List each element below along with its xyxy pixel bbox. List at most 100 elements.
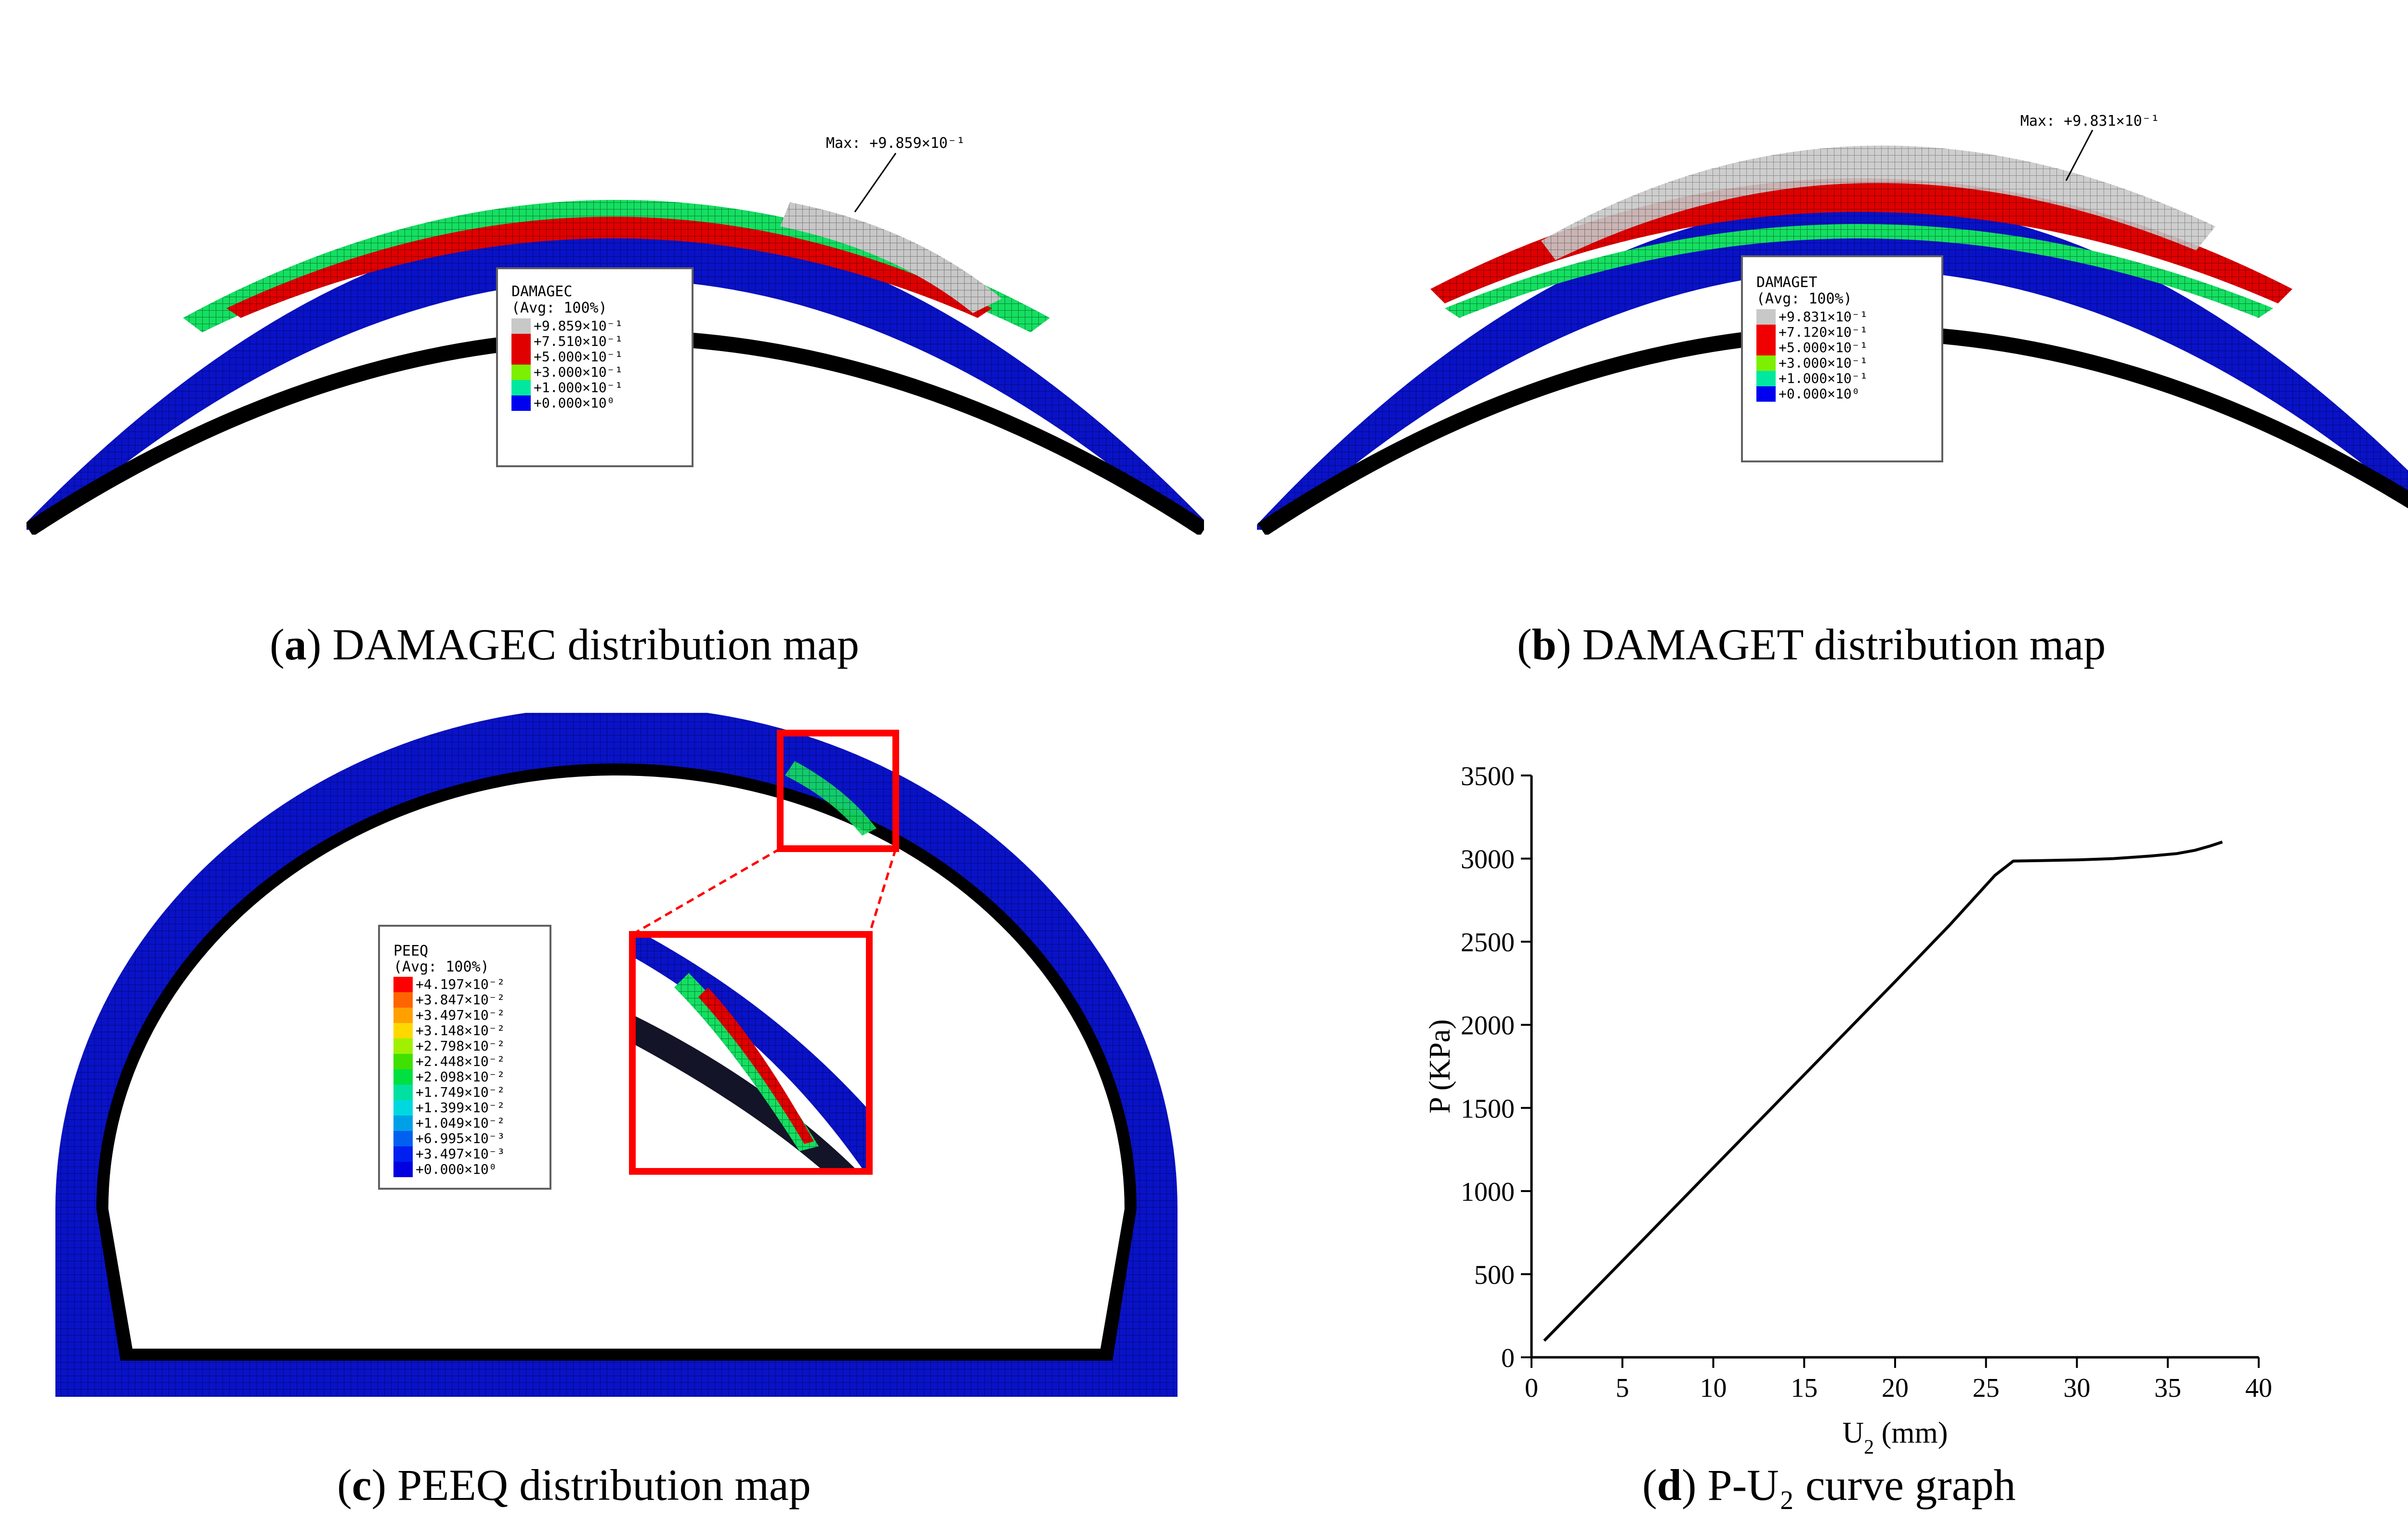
caption-d: (d) P-U₂ curve graph — [1642, 1460, 2016, 1510]
panel-c-callout-line-1 — [631, 847, 781, 936]
legend-entry: +4.197×10⁻² — [393, 977, 550, 992]
legend-swatch — [1756, 309, 1776, 325]
legend-swatch — [393, 1069, 413, 1085]
legend-swatch — [1756, 325, 1776, 340]
legend-label: +7.510×10⁻¹ — [534, 333, 623, 349]
panel-a-legend-entries: +9.859×10⁻¹ +7.510×10⁻¹ +5.000×10⁻¹ +3.000×… — [511, 318, 692, 411]
legend-swatch — [1756, 355, 1776, 371]
panel-a-gray-zone — [780, 202, 1002, 313]
legend-entry: +1.399×10⁻² — [393, 1100, 550, 1116]
y-tick-label: 1500 — [1461, 1094, 1515, 1124]
chart-x-label: U2 (mm) — [1842, 1417, 1948, 1458]
legend-swatch — [1756, 371, 1776, 386]
x-tick-label: 10 — [1700, 1373, 1727, 1403]
caption-a: (a) DAMAGEC distribution map — [270, 620, 860, 669]
caption-b: (b) DAMAGET distribution map — [1517, 620, 2106, 669]
y-tick-label: 3500 — [1461, 761, 1515, 791]
chart-y-ticks: 0 500 1000 1500 2000 2500 3000 3500 — [1461, 761, 1531, 1373]
legend-entry: +3.000×10⁻¹ — [511, 365, 692, 380]
legend-label: +0.000×10⁰ — [416, 1161, 497, 1177]
y-tick-label: 2000 — [1461, 1011, 1515, 1041]
panel-b-green-zone — [1445, 224, 2273, 318]
legend-entry: +1.000×10⁻¹ — [511, 380, 692, 395]
legend-entry: +3.497×10⁻² — [393, 1008, 550, 1023]
legend-label: +3.497×10⁻³ — [416, 1146, 505, 1162]
panel-a-max-leader — [854, 153, 897, 212]
x-tick-label: 15 — [1791, 1373, 1818, 1403]
legend-entry: +3.148×10⁻² — [393, 1023, 550, 1038]
y-tick-label: 500 — [1474, 1260, 1515, 1290]
legend-swatch — [511, 349, 531, 365]
legend-swatch — [393, 977, 413, 992]
legend-label: +3.497×10⁻² — [416, 1007, 505, 1023]
panel-b-max-leader — [2065, 130, 2094, 181]
legend-entry: +2.798×10⁻² — [393, 1038, 550, 1054]
x-tick-label: 5 — [1616, 1373, 1629, 1403]
legend-entry: +3.497×10⁻³ — [393, 1146, 550, 1162]
panel-c-callout-box — [777, 730, 899, 852]
panel-c-legend-entries: +4.197×10⁻² +3.847×10⁻² +3.497×10⁻² +3.148×… — [393, 977, 550, 1177]
legend-entry: +7.510×10⁻¹ — [511, 334, 692, 349]
panel-c-legend: PEEQ (Avg: 100%) +4.197×10⁻² +3.847×10⁻² +… — [378, 925, 551, 1190]
legend-label: +5.000×10⁻¹ — [1779, 340, 1868, 355]
legend-label: +5.000×10⁻¹ — [534, 349, 623, 365]
legend-swatch — [393, 1162, 413, 1177]
legend-label: +6.995×10⁻³ — [416, 1130, 505, 1146]
legend-entry: +0.000×10⁰ — [393, 1162, 550, 1177]
legend-swatch — [1756, 340, 1776, 355]
legend-label: +1.749×10⁻² — [416, 1084, 505, 1100]
panel-b-legend-entries: +9.831×10⁻¹ +7.120×10⁻¹ +5.000×10⁻¹ +3.000×… — [1756, 309, 1941, 402]
legend-swatch — [393, 1008, 413, 1023]
legend-entry: +0.000×10⁰ — [1756, 386, 1941, 402]
panel-c-callout-line-2 — [868, 848, 897, 935]
legend-label: +3.000×10⁻¹ — [1779, 355, 1868, 371]
legend-entry: +3.847×10⁻² — [393, 992, 550, 1008]
legend-label: +2.798×10⁻² — [416, 1038, 505, 1054]
x-tick-label: 40 — [2245, 1373, 2272, 1403]
chart-y-label: P (KPa) — [1424, 1019, 1456, 1114]
panel-a-legend: DAMAGEC (Avg: 100%) +9.859×10⁻¹ +7.510×10… — [496, 267, 694, 467]
panel-c-legend-avg: (Avg: 100%) — [393, 958, 489, 975]
legend-swatch — [393, 1038, 413, 1054]
legend-entry: +3.000×10⁻¹ — [1756, 355, 1941, 371]
legend-label: +3.148×10⁻² — [416, 1023, 505, 1038]
y-tick-label: 3000 — [1461, 845, 1515, 875]
legend-label: +3.847×10⁻² — [416, 992, 505, 1008]
panel-b-legend: DAMAGET (Avg: 100%) +9.831×10⁻¹ +7.120×10… — [1741, 255, 1943, 462]
chart-series-line — [1543, 840, 2223, 1342]
legend-entry: +2.448×10⁻² — [393, 1054, 550, 1069]
legend-entry: +9.831×10⁻¹ — [1756, 309, 1941, 325]
chart-x-ticks: 0 5 10 15 20 25 30 35 40 — [1525, 1357, 2272, 1403]
x-tick-label: 0 — [1525, 1373, 1538, 1403]
legend-label: +1.049×10⁻² — [416, 1115, 505, 1131]
legend-entry: +6.995×10⁻³ — [393, 1131, 550, 1146]
legend-entry: +5.000×10⁻¹ — [1756, 340, 1941, 355]
legend-swatch — [393, 1023, 413, 1038]
caption-c: (c) PEEQ distribution map — [337, 1460, 811, 1510]
legend-label: +1.399×10⁻² — [416, 1100, 505, 1116]
legend-entry: +5.000×10⁻¹ — [511, 349, 692, 365]
panel-b-lining — [1257, 202, 2408, 530]
panel-a-legend-title: DAMAGEC — [511, 283, 573, 300]
legend-swatch — [393, 1054, 413, 1069]
legend-label: +4.197×10⁻² — [416, 976, 505, 992]
panel-a-lining — [26, 219, 1204, 530]
panel-b-max-label: Max: +9.831×10⁻¹ — [2020, 113, 2159, 130]
legend-swatch — [393, 1131, 413, 1146]
panel-c-hotspot — [785, 761, 877, 836]
legend-label: +2.448×10⁻² — [416, 1053, 505, 1069]
panel-c-opening-inner — [108, 775, 1125, 1349]
legend-label: +1.000×10⁻¹ — [1779, 370, 1868, 386]
x-tick-label: 20 — [1882, 1373, 1909, 1403]
panel-a-contour — [26, 200, 1204, 535]
y-tick-label: 2500 — [1461, 928, 1515, 958]
panel-c-zoom-frame — [629, 931, 873, 1175]
panel-a-max-label: Max: +9.859×10⁻¹ — [826, 135, 965, 152]
legend-swatch — [393, 1116, 413, 1131]
legend-entry: +9.859×10⁻¹ — [511, 318, 692, 334]
legend-label: +9.831×10⁻¹ — [1779, 309, 1868, 325]
legend-label: +7.120×10⁻¹ — [1779, 324, 1868, 340]
legend-label: +2.098×10⁻² — [416, 1069, 505, 1085]
legend-swatch — [393, 992, 413, 1008]
